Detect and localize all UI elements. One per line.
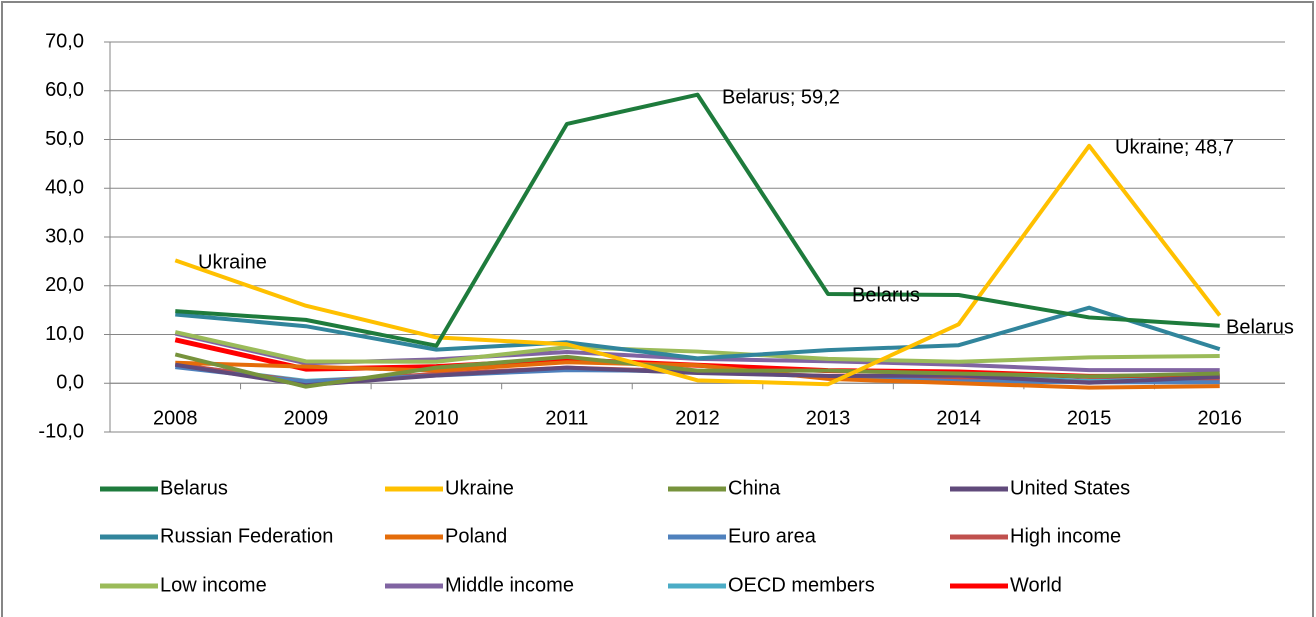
x-tick-label: 2014 [936, 407, 981, 429]
y-tick-label: 70,0 [45, 30, 84, 52]
series-line [175, 360, 1220, 390]
series-line [174, 352, 1220, 389]
x-tick-label: 2011 [545, 407, 588, 429]
y-tick-label: -10,0 [38, 420, 84, 442]
y-tick-label: 30,0 [45, 225, 84, 247]
annotation: Belarus; 59,2 [722, 86, 840, 108]
y-tick-label: 20,0 [45, 274, 84, 296]
legend-label: Middle income [445, 574, 574, 596]
annotation: Ukraine; 48,7 [1115, 136, 1234, 158]
x-tick-label: 2013 [806, 407, 851, 429]
y-tick-label: 40,0 [45, 177, 84, 199]
x-tick-label: 2016 [1197, 407, 1242, 429]
x-tick-label: 2015 [1067, 407, 1112, 429]
y-tick-label: 60,0 [45, 79, 84, 101]
legend-label: Euro area [728, 525, 817, 547]
legend-label: OECD members [728, 574, 875, 596]
series-line [174, 143, 1222, 387]
legend-label: World [1010, 574, 1062, 596]
x-tick-label: 2008 [153, 407, 198, 429]
x-tick-label: 2009 [284, 407, 329, 429]
annotation: Belarus [852, 284, 920, 306]
x-tick-label: 2012 [675, 407, 720, 429]
y-tick-label: 10,0 [45, 323, 84, 345]
legend-label: High income [1010, 525, 1121, 547]
annotation: Belarus [1226, 316, 1294, 338]
legend-label: Belarus [160, 477, 228, 499]
legend-label: Russian Federation [160, 525, 333, 547]
legend-label: China [728, 477, 781, 499]
x-tick-label: 2010 [414, 407, 459, 429]
annotation: Ukraine [198, 251, 267, 273]
legend-label: United States [1010, 477, 1130, 499]
legend-label: Ukraine [445, 477, 514, 499]
series-line [175, 92, 1220, 348]
y-tick-label: 0,0 [56, 372, 84, 394]
series-line [175, 305, 1221, 361]
legend-label: Low income [160, 574, 267, 596]
legend-label: Poland [445, 525, 507, 547]
series-line [174, 330, 1220, 364]
y-tick-label: 50,0 [45, 128, 84, 150]
